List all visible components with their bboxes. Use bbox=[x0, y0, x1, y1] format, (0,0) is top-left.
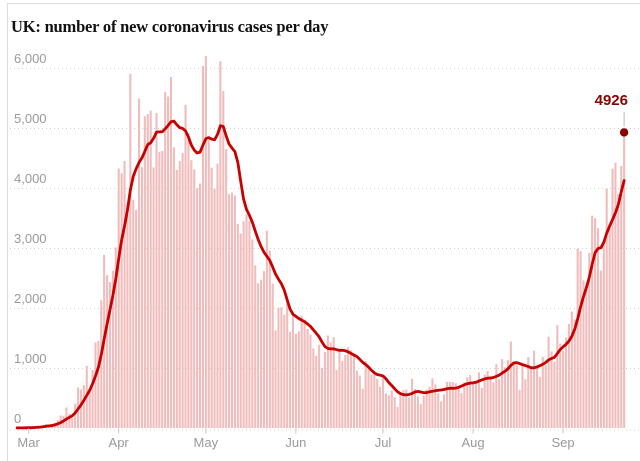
left-divider bbox=[7, 3, 8, 461]
y-axis-label: 4,000 bbox=[14, 171, 47, 186]
y-axis-label: 5,000 bbox=[14, 111, 47, 126]
month-tick-marks bbox=[28, 428, 564, 434]
y-axis-label: 6,000 bbox=[14, 51, 47, 66]
y-axis-label: 1,000 bbox=[14, 351, 47, 366]
x-axis-label: Aug bbox=[461, 435, 485, 450]
chart-title: UK: number of new coronavirus cases per … bbox=[11, 17, 329, 36]
x-axis-label: Mar bbox=[17, 435, 40, 450]
daily-cases-bars bbox=[21, 55, 626, 429]
y-axis-label: 3,000 bbox=[14, 231, 47, 246]
rolling-average-line bbox=[15, 119, 626, 430]
top-divider bbox=[7, 3, 640, 4]
x-axis-label: Sep bbox=[551, 435, 575, 450]
x-axis-label: Jul bbox=[374, 435, 392, 450]
y-axis-label: 2,000 bbox=[14, 291, 47, 306]
y-axis-label: 0 bbox=[14, 411, 22, 426]
x-axis-label: May bbox=[193, 435, 219, 450]
endpoint-dot bbox=[619, 128, 629, 137]
x-axis-label: Apr bbox=[108, 435, 129, 450]
x-axis-label: Jun bbox=[285, 435, 307, 450]
endpoint-value-label: 4926 bbox=[594, 92, 628, 109]
